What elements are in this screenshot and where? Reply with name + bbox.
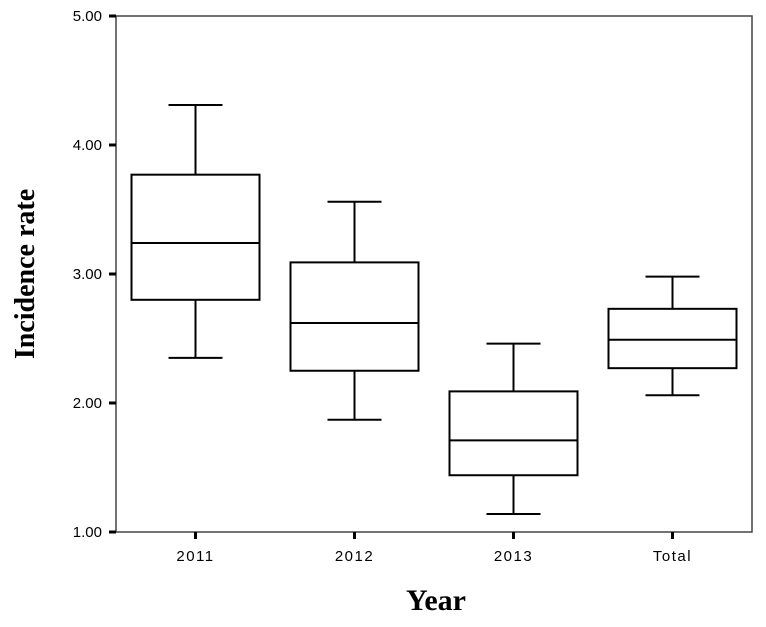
x-tick-label: 2012	[335, 548, 374, 565]
y-axis: 1.00 2.00 3.00 4.00 5.00	[73, 8, 116, 541]
x-tick-label: 2011	[176, 548, 214, 565]
y-tick-label: 2.00	[73, 395, 102, 412]
iqr-box	[448, 390, 579, 477]
y-tick-label: 1.00	[73, 524, 102, 541]
y-tick-label: 3.00	[73, 266, 102, 283]
x-axis: 2011 2012 2013 Total	[176, 532, 692, 565]
box-2013	[448, 342, 579, 515]
iqr-box	[130, 173, 261, 301]
iqr-box	[607, 307, 738, 370]
box-2011	[130, 104, 261, 359]
y-tick-label: 5.00	[73, 8, 102, 25]
x-tick-label: 2013	[494, 548, 533, 565]
y-tick-label: 4.00	[73, 137, 102, 154]
iqr-box	[289, 261, 420, 372]
box-2012	[289, 200, 420, 421]
x-axis-label: Year	[406, 584, 466, 617]
x-tick-label: Total	[653, 548, 692, 565]
boxes	[130, 104, 738, 515]
y-axis-label: Incidence rate	[10, 189, 41, 359]
box-total	[607, 275, 738, 397]
